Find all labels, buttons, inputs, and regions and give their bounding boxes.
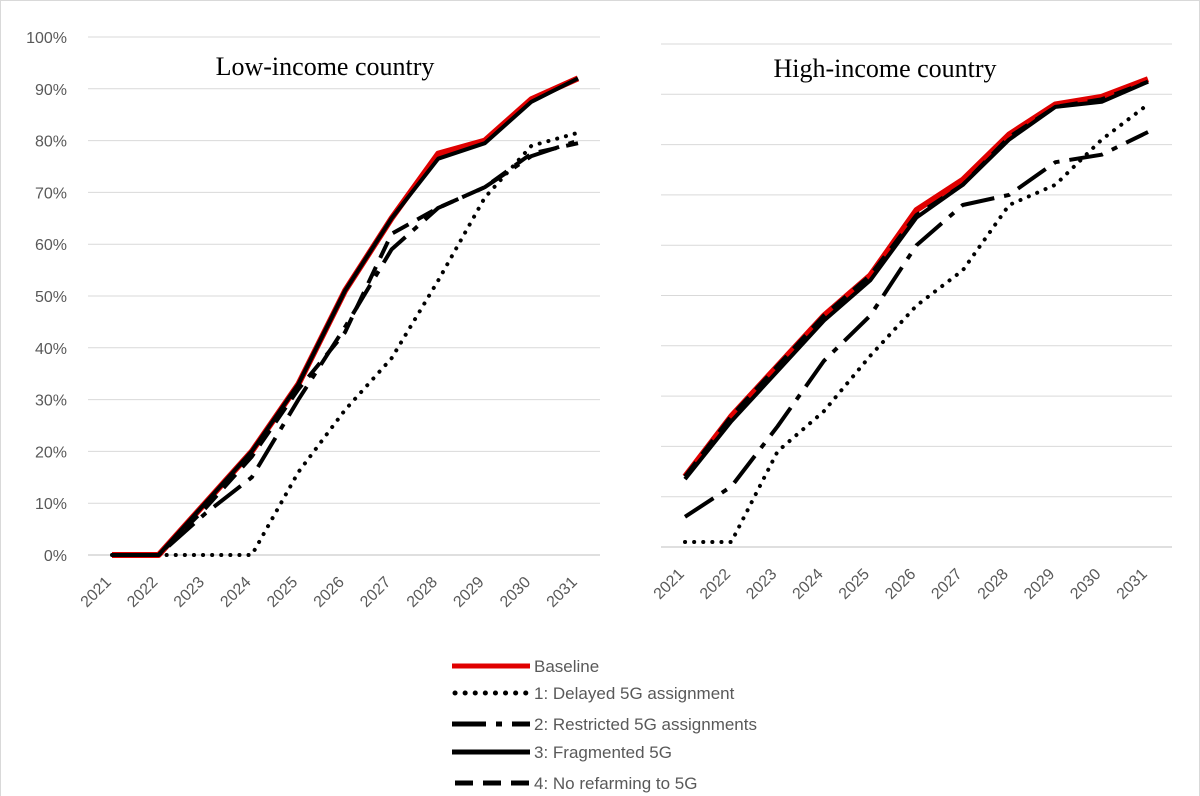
series-line-fragmented-low: [112, 76, 579, 557]
y-tick-label: 0%: [44, 548, 67, 565]
legend-label-delayed: 1: Delayed 5G assignment: [534, 684, 735, 703]
y-tick-label: 60%: [35, 237, 67, 254]
legend-item-no-refarming: 4: No refarming to 5G: [455, 774, 697, 793]
legend-label-no-refarming: 4: No refarming to 5G: [534, 774, 697, 793]
legend-label-fragmented: 3: Fragmented 5G: [534, 743, 672, 762]
y-tick-label: 10%: [35, 496, 67, 513]
y-tick-label: 30%: [35, 393, 67, 410]
series-line-restricted-low: [112, 138, 579, 557]
panel-title-low-income: Low-income country: [216, 52, 435, 81]
legend-item-restricted: 2: Restricted 5G assignments: [452, 715, 757, 734]
panel-title-high-income: High-income country: [773, 54, 996, 83]
legend-label-restricted: 2: Restricted 5G assignments: [534, 715, 757, 734]
series-line-restricted-high: [683, 130, 1149, 519]
y-tick-label: 20%: [35, 444, 67, 461]
legend-item-fragmented: 3: Fragmented 5G: [452, 743, 672, 762]
legend-item-baseline: Baseline: [452, 657, 599, 676]
panel-high-income: High-income country 2021 2022 2023 2024 2025…: [651, 43, 1172, 603]
gridlines-low: [88, 36, 600, 556]
series-line-no-refarming-high: [683, 79, 1149, 478]
y-tick-label: 70%: [35, 185, 67, 202]
y-tick-label: 100%: [26, 30, 67, 47]
legend-label-baseline: Baseline: [534, 657, 599, 676]
y-tick-label: 40%: [35, 341, 67, 358]
y-tick-label: 50%: [35, 289, 67, 306]
series-line-delayed-low: [110, 130, 580, 557]
legend: Baseline 1: Delayed 5G assignment 2: Res…: [452, 657, 757, 793]
y-tick-label: 80%: [35, 134, 67, 151]
legend-item-delayed: 1: Delayed 5G assignment: [452, 684, 735, 703]
y-tick-label: 90%: [35, 82, 67, 99]
